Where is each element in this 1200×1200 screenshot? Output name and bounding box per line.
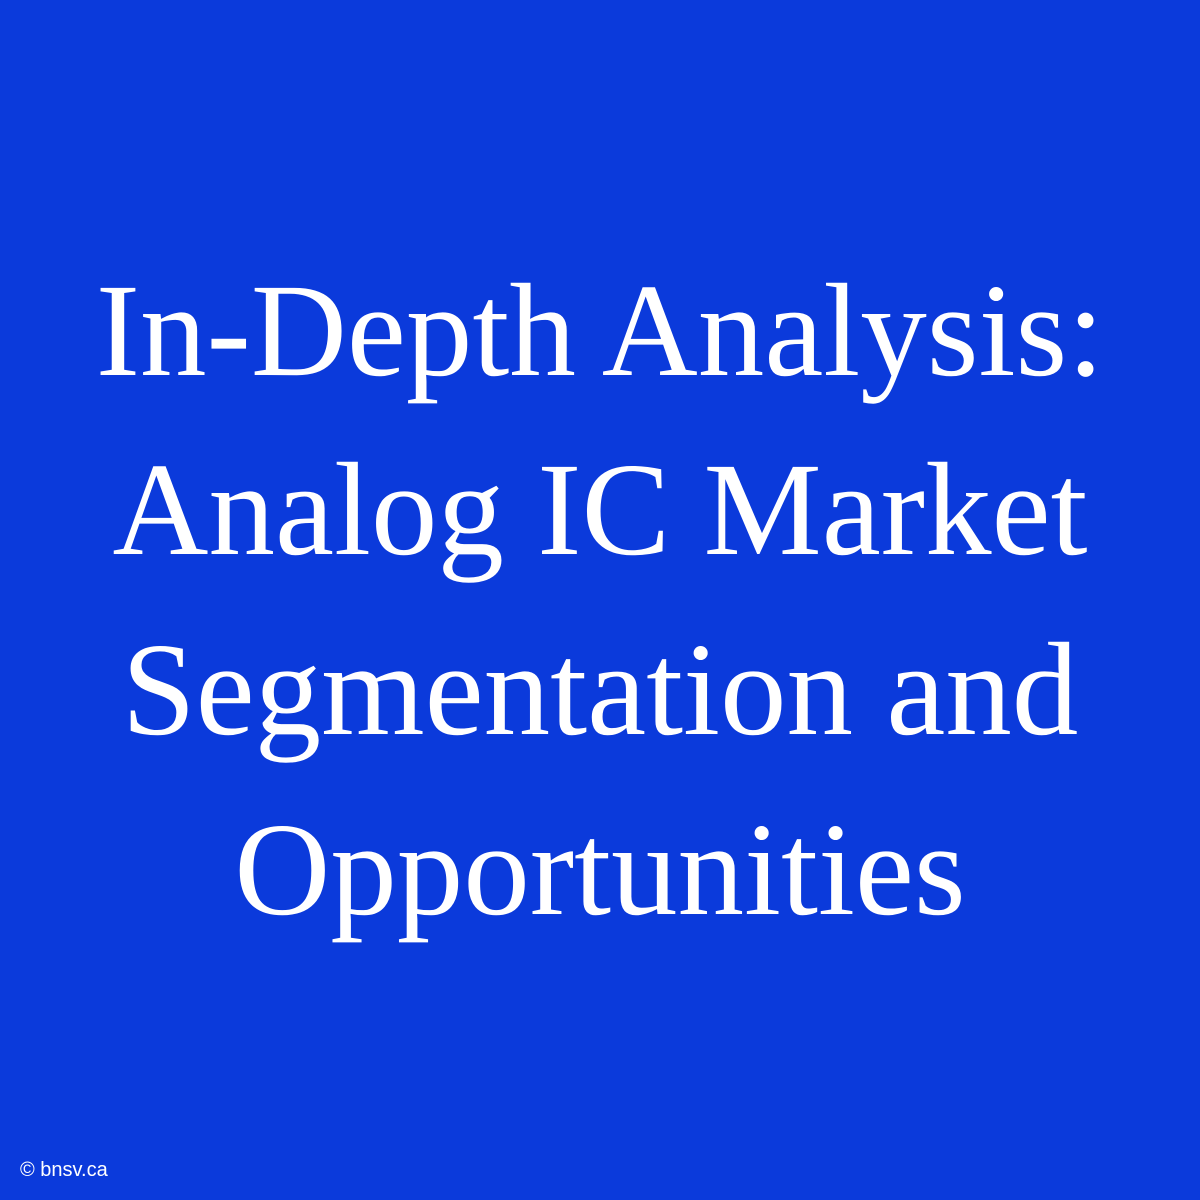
slide-title: In-Depth Analysis: Analog IC Market Segm…: [0, 241, 1200, 959]
copyright-text: © bnsv.ca: [20, 1159, 108, 1182]
slide-container: In-Depth Analysis: Analog IC Market Segm…: [0, 0, 1200, 1200]
